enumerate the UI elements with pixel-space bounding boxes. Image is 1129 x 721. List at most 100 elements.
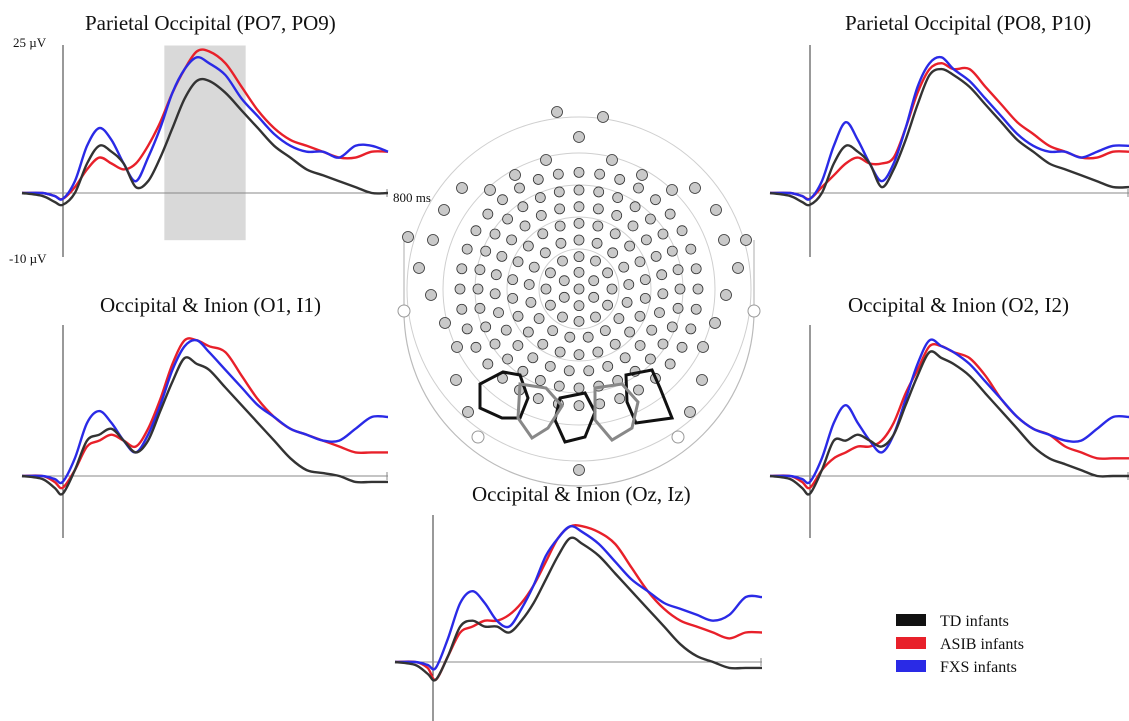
reference-electrode-2	[471, 430, 485, 444]
electrode-91	[657, 228, 669, 240]
group-outline-left-po	[478, 370, 530, 420]
panel-title-po-right: Parietal Occipital (PO8, P10)	[845, 11, 1091, 35]
electrode-144	[456, 303, 468, 315]
legend: TD infants ASIB infants FXS infants	[896, 613, 1024, 676]
electrode-154	[551, 106, 563, 118]
electrode-66	[657, 288, 669, 300]
electrode-25	[621, 297, 633, 308]
electrode-85	[554, 203, 566, 215]
electrode-165	[438, 204, 450, 216]
panel-title-oi-right: Occipital & Inion (O2, I2)	[848, 293, 1069, 317]
electrode-142	[470, 341, 482, 353]
y-top-label: 25 µV	[13, 35, 47, 50]
electrode-106	[502, 353, 513, 365]
electrode-6	[558, 291, 570, 303]
reference-electrode-1	[747, 304, 761, 318]
electrode-150	[497, 194, 508, 206]
electrode-181	[462, 406, 474, 418]
electrode-125	[685, 243, 697, 255]
electrode-119	[594, 168, 606, 180]
electrode-90	[645, 213, 656, 225]
electrode-128	[690, 303, 702, 315]
electrode-75	[527, 352, 539, 364]
electrode-20	[573, 234, 585, 246]
electrode-86	[573, 184, 585, 196]
trace-oi-right-fxs	[769, 338, 1129, 485]
electrode-111	[474, 264, 486, 276]
electrode-77	[500, 324, 512, 336]
head-ring-4	[406, 116, 752, 462]
electrode-167	[427, 234, 439, 246]
electrode-27	[599, 325, 611, 337]
reference-electrode-3	[671, 430, 685, 444]
panel-po-left	[21, 45, 389, 257]
electrode-174	[720, 289, 732, 301]
electrode-127	[692, 283, 704, 295]
electrode-83	[519, 220, 531, 232]
electrode-138	[532, 393, 544, 404]
electrode-46	[609, 338, 621, 350]
electrode-114	[502, 213, 513, 225]
electrode-14	[573, 315, 585, 327]
electrode-108	[480, 321, 492, 333]
legend-swatch-asib	[896, 637, 926, 649]
electrode-113	[489, 228, 501, 240]
electrode-149	[482, 208, 494, 220]
legend-swatch-td	[896, 614, 926, 626]
electrode-136	[573, 400, 585, 412]
legend-label-asib: ASIB infants	[940, 636, 1024, 653]
electrode-84	[535, 210, 547, 221]
electrode-183	[573, 464, 585, 476]
electrode-12	[602, 299, 613, 311]
panel-oi-left	[21, 325, 389, 538]
electrode-68	[646, 324, 658, 336]
group-outline-right-po	[624, 368, 675, 425]
head-ring-3	[442, 152, 716, 426]
electrode-80	[490, 269, 502, 281]
electrode-28	[582, 331, 594, 343]
panel-po-right	[769, 45, 1129, 257]
head-outline-arc	[403, 310, 755, 487]
electrode-55	[512, 256, 524, 268]
trace-oi-mid-td	[394, 536, 762, 682]
x-end-label: 800 ms	[393, 190, 431, 205]
electrode-76	[512, 340, 524, 351]
electrode-50	[537, 338, 549, 350]
electrode-62	[627, 220, 639, 232]
electrode-157	[540, 154, 552, 166]
panel-oi-mid	[394, 515, 763, 721]
electrode-32	[525, 297, 537, 308]
electrode-22	[607, 247, 619, 259]
head-ring-0	[538, 248, 620, 330]
electrode-79	[489, 288, 501, 300]
electrode-42	[639, 274, 651, 286]
panel-title-oi-left: Occipital & Inion (O1, I1)	[100, 293, 321, 317]
electrode-163	[456, 182, 468, 194]
electrode-72	[583, 365, 595, 377]
electrode-61	[611, 210, 623, 221]
electrode-63	[640, 234, 652, 246]
electrode-172	[732, 262, 744, 274]
electrode-117	[553, 186, 565, 198]
electrode-123	[664, 208, 676, 220]
electrode-151	[514, 182, 525, 194]
electrode-89	[629, 201, 641, 213]
electrode-97	[657, 338, 669, 350]
electrode-15	[557, 311, 568, 323]
electrode-179	[450, 374, 462, 386]
electrode-98	[645, 353, 656, 365]
electrode-58	[554, 220, 566, 232]
electrode-182	[684, 406, 696, 418]
electrode-156	[573, 131, 585, 143]
electrode-130	[676, 341, 688, 353]
electrode-120	[614, 174, 626, 185]
electrode-116	[534, 192, 546, 203]
trace-oi-right-td	[769, 350, 1129, 496]
legend-label-td: TD infants	[940, 613, 1009, 630]
electrode-8	[573, 251, 585, 263]
electrode-78	[493, 307, 504, 319]
electrode-107	[489, 338, 501, 350]
electrode-11	[606, 283, 618, 295]
electrode-178	[697, 341, 709, 353]
